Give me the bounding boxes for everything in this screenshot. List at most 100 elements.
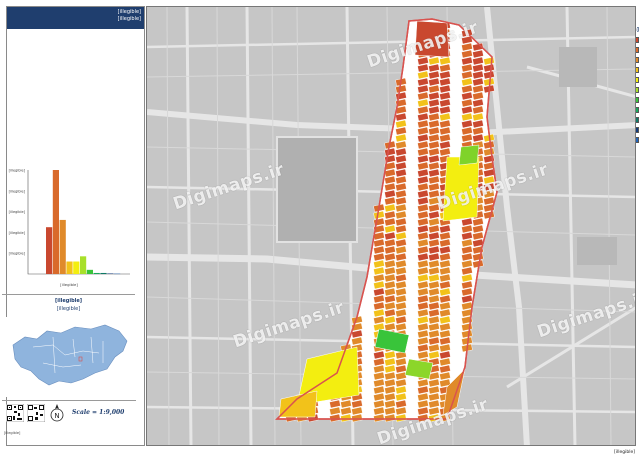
histogram-bar xyxy=(93,272,100,274)
parcel xyxy=(428,98,440,108)
parcel xyxy=(417,140,429,150)
parcel xyxy=(417,98,429,108)
parcel xyxy=(428,406,440,416)
copyright-note: [illegible] xyxy=(613,450,635,455)
parcel xyxy=(428,161,440,171)
parcel xyxy=(461,42,473,52)
parcel xyxy=(384,217,396,227)
parcel xyxy=(384,350,396,360)
parcel xyxy=(439,273,451,283)
parcel xyxy=(428,259,440,269)
parcel xyxy=(439,84,451,94)
parcel xyxy=(395,385,407,395)
parcel xyxy=(439,140,451,150)
parcel xyxy=(461,287,473,297)
parcel xyxy=(384,259,396,269)
parcel xyxy=(384,287,396,297)
parcel xyxy=(472,77,484,87)
parcel xyxy=(428,91,440,101)
histogram-axis xyxy=(27,170,130,275)
parcel xyxy=(428,210,440,220)
parcel xyxy=(483,182,495,192)
parcel xyxy=(384,392,396,402)
parcel xyxy=(373,287,385,297)
parcel xyxy=(428,203,440,213)
parcel xyxy=(384,224,396,234)
parcel xyxy=(395,112,407,122)
parcel xyxy=(458,144,480,166)
parcel xyxy=(417,406,429,416)
parcel xyxy=(472,63,484,73)
parcel xyxy=(461,84,473,94)
parcel xyxy=(373,280,385,290)
svg-text:N: N xyxy=(54,412,59,420)
parcel xyxy=(439,301,451,311)
parcel xyxy=(395,126,407,136)
parcel xyxy=(483,196,495,206)
parcel xyxy=(428,301,440,311)
histogram-bar xyxy=(59,219,66,274)
parcel xyxy=(439,126,451,136)
histogram-bar xyxy=(52,170,59,274)
parcel xyxy=(439,315,451,325)
parcel xyxy=(461,98,473,108)
parcel xyxy=(417,91,429,101)
map-title: [illegible] [illegible] xyxy=(7,7,144,29)
histogram-tick-label: [illegible] xyxy=(9,169,26,173)
histogram-tick-label: [illegible] xyxy=(9,231,26,235)
qr-code-icon xyxy=(27,404,45,422)
parcel xyxy=(395,231,407,241)
parcel xyxy=(395,294,407,304)
parcel xyxy=(461,238,473,248)
parcel xyxy=(395,140,407,150)
parcel xyxy=(472,119,484,129)
parcel xyxy=(384,357,396,367)
parcel xyxy=(439,329,451,339)
parcel xyxy=(428,133,440,143)
parcel xyxy=(351,336,363,346)
parcel xyxy=(483,175,495,185)
parcels-layer xyxy=(278,20,495,423)
parcel xyxy=(461,91,473,101)
locator-city-shape xyxy=(12,324,128,386)
parcel xyxy=(417,301,429,311)
parcel xyxy=(417,217,429,227)
map-frame[interactable]: Digimaps.ir Digimaps.ir Digimaps.ir Digi… xyxy=(146,6,636,446)
parcel xyxy=(417,175,429,185)
parcel xyxy=(417,154,429,164)
map-canvas[interactable] xyxy=(147,7,636,446)
parcel xyxy=(395,224,407,234)
tehran-locator-map xyxy=(3,317,135,397)
parcel xyxy=(384,315,396,325)
histogram-bar xyxy=(107,273,114,274)
parcel xyxy=(384,406,396,416)
parcel xyxy=(428,175,440,185)
parcel xyxy=(296,346,360,406)
parcel xyxy=(351,406,363,416)
histogram-tick-label: [illegible] xyxy=(9,210,26,214)
parcel xyxy=(395,392,407,402)
parcel xyxy=(428,294,440,304)
parcel xyxy=(373,252,385,262)
parcel xyxy=(384,245,396,255)
parcel xyxy=(461,77,473,87)
parcel xyxy=(373,378,385,388)
parcel xyxy=(340,399,352,409)
parcel xyxy=(439,112,451,122)
parcel xyxy=(384,280,396,290)
locator-highlight xyxy=(78,356,83,362)
parcel xyxy=(373,357,385,367)
parcel xyxy=(373,238,385,248)
district-label: [illegible] xyxy=(56,306,81,312)
parcel xyxy=(395,189,407,199)
parcel xyxy=(373,385,385,395)
parcel xyxy=(439,336,451,346)
parcel xyxy=(472,112,484,122)
parcel xyxy=(439,252,451,262)
parcel xyxy=(374,328,410,354)
parcel xyxy=(384,308,396,318)
parcel xyxy=(428,84,440,94)
parcel xyxy=(395,364,407,374)
parcel xyxy=(395,287,407,297)
parcel xyxy=(472,84,484,94)
